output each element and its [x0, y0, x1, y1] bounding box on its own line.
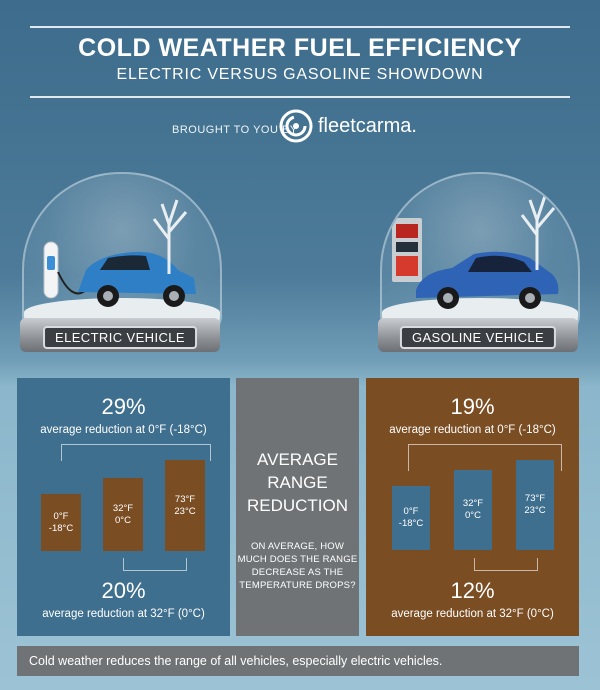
- bar-f-label: 73°F: [524, 493, 546, 505]
- mid-question-line: ON AVERAGE, HOW: [250, 541, 345, 552]
- mid-question-line: TEMPERATURE DROPS?: [239, 580, 356, 591]
- bar-f-label: 32°F: [112, 502, 134, 514]
- gas-bottom-bracket: [474, 558, 538, 571]
- electric-range-panel: 29% average reduction at 0°F (-18°C) 0°F…: [17, 378, 230, 636]
- page-title: COLD WEATHER FUEL EFFICIENCY: [78, 34, 522, 62]
- ev-bottom-percent: 20%: [101, 578, 146, 603]
- snowy-tree-icon: [152, 199, 188, 274]
- gas-bar-73f: 73°F 23°C: [516, 460, 554, 550]
- ev-bottom-note: average reduction at 32°F (0°C): [42, 608, 205, 620]
- gas-top-bracket: [408, 444, 562, 471]
- ev-top-bracket: [61, 444, 211, 461]
- mid-title-line: RANGE: [267, 473, 328, 492]
- mid-question: ON AVERAGE, HOW MUCH DOES THE RANGE DECR…: [236, 540, 359, 592]
- gas-bottom-note: average reduction at 32°F (0°C): [391, 608, 554, 620]
- gasoline-range-panel: 19% average reduction at 0°F (-18°C) 0°F…: [366, 378, 579, 636]
- brand-name: fleetcarma.: [318, 115, 417, 137]
- gasoline-globe-base: GASOLINE VEHICLE: [378, 318, 578, 352]
- bar-c-label: 0°C: [115, 514, 131, 526]
- bar-f-label: 73°F: [174, 493, 196, 505]
- gas-top-percent: 19%: [450, 394, 495, 419]
- mid-title-line: AVERAGE: [257, 450, 338, 469]
- ev-bottom-bracket: [123, 558, 187, 571]
- ev-bar-0f: 0°F -18°C: [41, 494, 81, 551]
- gas-bottom-percent: 12%: [450, 578, 495, 603]
- ev-bar-32f: 32°F 0°C: [103, 478, 143, 551]
- fleetcarma-logo-icon: [279, 109, 313, 143]
- bar-c-label: -18°C: [48, 522, 74, 534]
- header-bottom-rule: [30, 96, 570, 98]
- gas-top-note: average reduction at 0°F (-18°C): [389, 424, 556, 436]
- ev-top-note: average reduction at 0°F (-18°C): [40, 424, 207, 436]
- bar-f-label: 32°F: [462, 498, 484, 510]
- bar-f-label: 0°F: [403, 506, 419, 518]
- gas-bar-32f: 32°F 0°C: [454, 470, 492, 550]
- gas-pump-icon: [392, 218, 422, 282]
- page-subtitle: ELECTRIC VERSUS GASOLINE SHOWDOWN: [116, 66, 484, 83]
- bar-c-label: 23°C: [524, 505, 546, 516]
- bar-f-label: 0°F: [53, 510, 69, 522]
- footer-note: Cold weather reduces the range of all ve…: [17, 646, 579, 676]
- gasoline-vehicle-label: GASOLINE VEHICLE: [399, 326, 557, 349]
- electric-vehicle-label: ELECTRIC VEHICLE: [43, 326, 197, 349]
- average-range-reduction-panel: AVERAGE RANGE REDUCTION ON AVERAGE, HOW …: [236, 378, 359, 636]
- brought-to-you-by-text: BROUGHT TO YOU BY: [172, 124, 298, 136]
- gas-bar-0f: 0°F -18°C: [392, 486, 430, 550]
- gasoline-snow-globe: [380, 172, 580, 336]
- gasoline-car-icon: [416, 251, 559, 309]
- mid-question-line: MUCH DOES THE RANGE: [237, 554, 358, 565]
- snowy-tree-icon: [520, 195, 556, 270]
- ev-top-percent: 29%: [101, 394, 146, 419]
- electric-snow-globe: [22, 172, 222, 336]
- mid-title: AVERAGE RANGE REDUCTION: [236, 448, 359, 517]
- electric-globe-base: ELECTRIC VEHICLE: [20, 318, 220, 352]
- header-top-rule: [30, 26, 570, 28]
- mid-title-line: REDUCTION: [246, 496, 349, 515]
- ev-bar-73f: 73°F 23°C: [165, 460, 205, 551]
- electric-car-icon: [43, 241, 196, 307]
- mid-question-line: DECREASE AS THE: [251, 567, 344, 578]
- bar-c-label: -18°C: [398, 518, 424, 529]
- bar-c-label: 0°C: [465, 510, 481, 521]
- bar-c-label: 23°C: [174, 505, 196, 517]
